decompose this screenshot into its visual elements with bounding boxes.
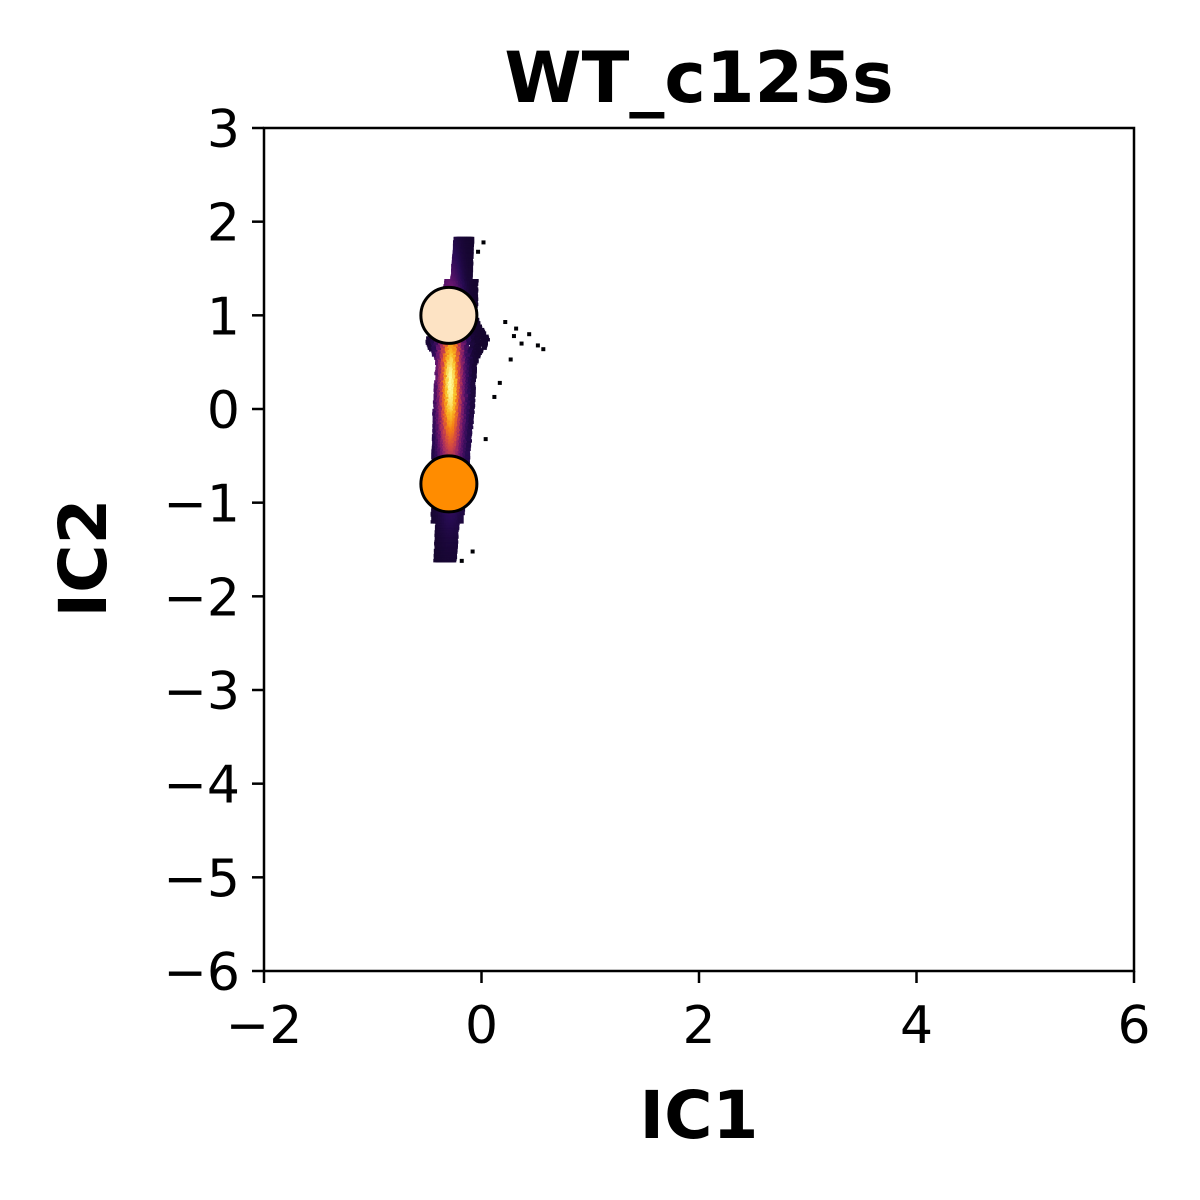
x-tick-label: 4 (900, 996, 933, 1056)
density-outlier (503, 320, 508, 325)
density-outlier (476, 249, 481, 254)
density-layer (425, 236, 546, 563)
density-outlier (514, 326, 519, 331)
y-tick-label: 0 (207, 381, 240, 441)
density-outlier (492, 394, 497, 399)
y-tick-label: −6 (163, 943, 240, 1003)
density-outlier (481, 240, 486, 245)
density-outlier (519, 341, 524, 346)
density-cell (469, 236, 475, 241)
x-tick-label: 2 (682, 996, 715, 1056)
density-outlier (527, 332, 532, 337)
y-tick-label: −4 (163, 756, 240, 816)
y-tick-label: −2 (163, 568, 240, 628)
density-outlier (470, 549, 475, 554)
density-cell (478, 348, 484, 352)
y-tick-label: 3 (207, 100, 240, 160)
markers-layer (419, 285, 479, 514)
y-tick-label: 2 (207, 194, 240, 254)
density-outlier (497, 380, 502, 385)
density-outlier (483, 437, 488, 442)
marker-point-2 (419, 454, 479, 514)
plot-frame (262, 126, 1136, 973)
y-tick-label: −1 (163, 475, 240, 535)
y-tick-label: −3 (163, 662, 240, 722)
x-tick-label: 0 (465, 996, 498, 1056)
density-outlier (508, 357, 513, 362)
y-axis-title: IC2 (45, 499, 122, 618)
chart-title: WT_c125s (504, 37, 893, 119)
x-axis: −2 0 2 4 6 (226, 971, 1151, 1056)
density-outlier (541, 347, 546, 352)
density-outlier (459, 558, 464, 563)
x-axis-title: IC1 (640, 1077, 759, 1154)
y-tick-label: 1 (207, 287, 240, 347)
y-axis: 3 2 1 0 −1 −2 −3 −4 −5 −6 (163, 100, 264, 1003)
x-tick-label: 6 (1117, 996, 1150, 1056)
density-outlier (535, 343, 540, 348)
density-cell (483, 334, 489, 339)
density-outlier (511, 334, 516, 339)
density-cell (473, 279, 479, 283)
marker-point-1 (419, 285, 479, 345)
y-tick-label: −5 (163, 849, 240, 909)
x-tick-label: −2 (226, 996, 303, 1056)
